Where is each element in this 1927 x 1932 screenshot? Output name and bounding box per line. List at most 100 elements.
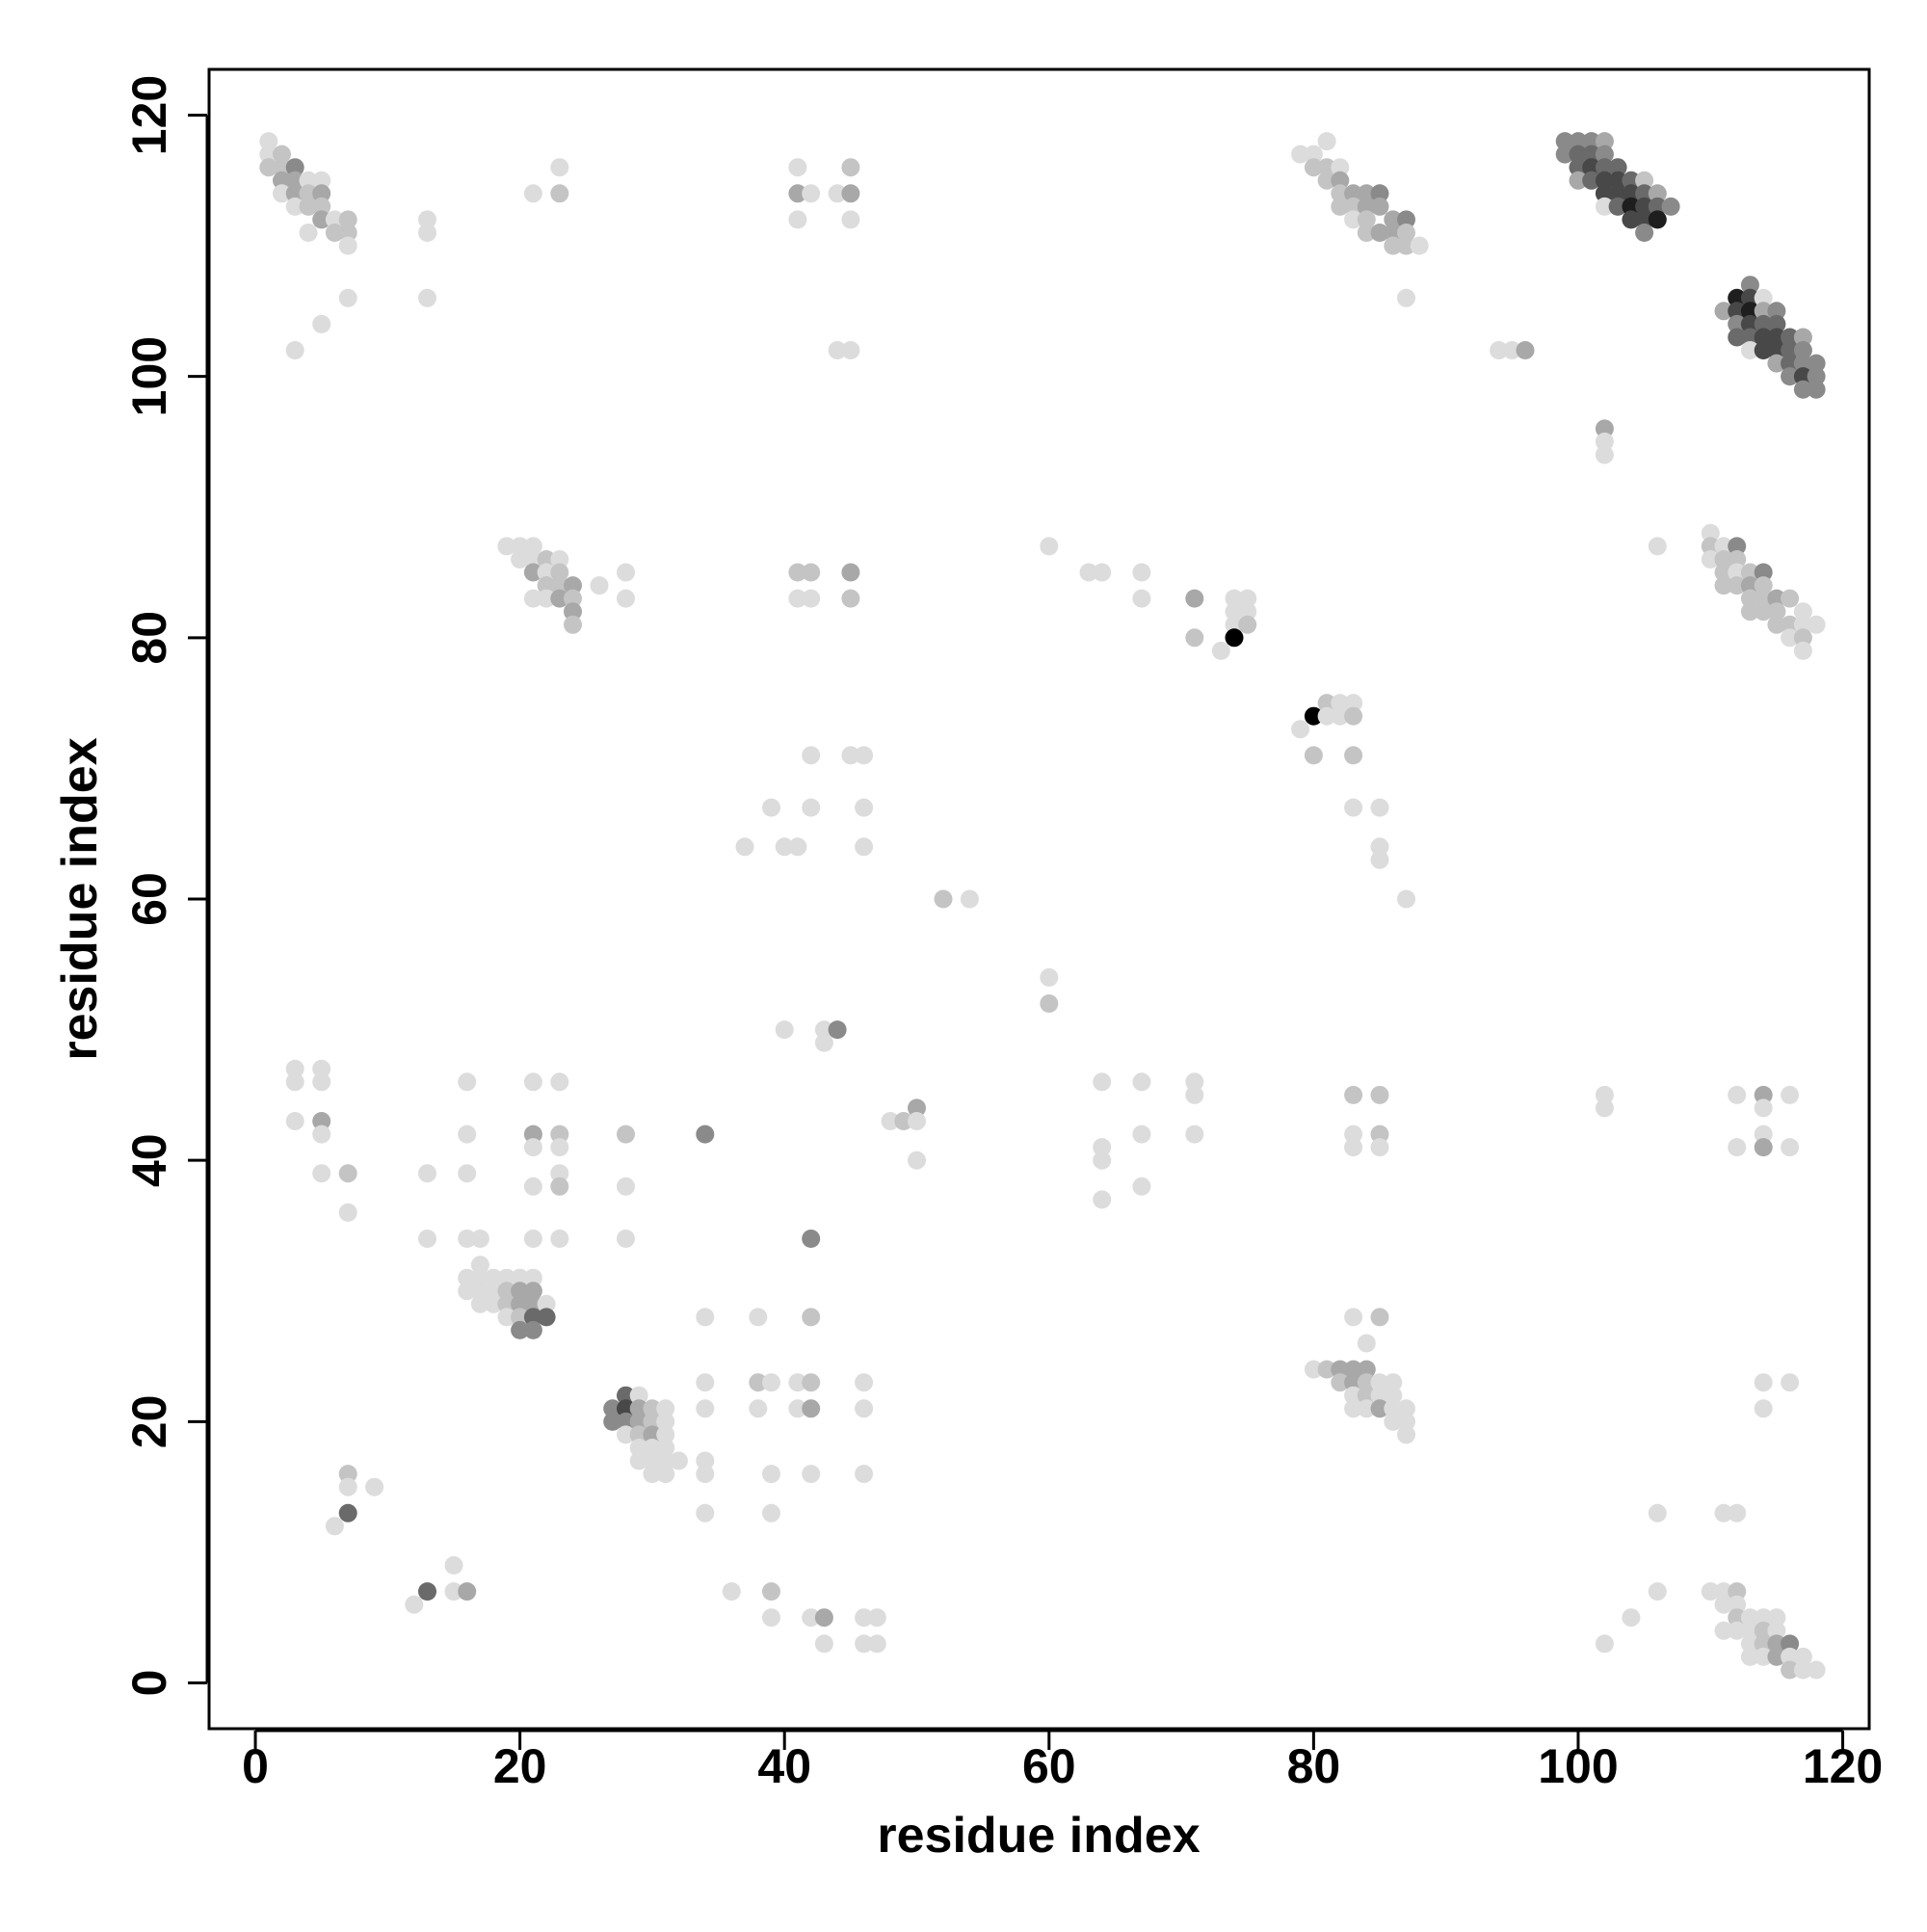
contact-point: [259, 145, 278, 164]
contact-point: [656, 1439, 675, 1457]
contact-point: [696, 1503, 715, 1522]
contact-point: [1622, 171, 1641, 190]
contact-point: [458, 1125, 477, 1144]
contact-point: [802, 746, 821, 765]
contact-point: [1781, 1085, 1800, 1104]
contact-point: [312, 171, 331, 190]
contact-point: [1728, 1503, 1747, 1522]
contact-point: [523, 1138, 542, 1157]
contact-point: [1767, 1621, 1786, 1640]
contact-point: [643, 1412, 662, 1431]
contact-point: [523, 184, 542, 203]
contact-point: [405, 1595, 424, 1614]
contact-point: [1701, 550, 1720, 569]
plot-frame: [207, 67, 1871, 1731]
contact-point: [841, 563, 860, 582]
contact-point: [1370, 1373, 1389, 1392]
contact-point: [802, 1308, 821, 1327]
contact-point: [273, 158, 291, 177]
contact-point: [1516, 341, 1535, 359]
contact-point: [802, 184, 821, 203]
contact-point: [1793, 354, 1812, 373]
contact-point: [1357, 1373, 1376, 1392]
contact-point: [656, 1451, 675, 1470]
contact-point: [1740, 1647, 1759, 1666]
contact-point: [1740, 314, 1759, 333]
contact-point: [299, 184, 318, 203]
contact-point: [537, 1308, 556, 1327]
contact-point: [617, 1425, 635, 1444]
contact-point: [285, 171, 304, 190]
contact-point: [1238, 615, 1257, 634]
contact-point: [1185, 589, 1204, 608]
contact-point: [617, 1177, 635, 1196]
contact-point: [1344, 1386, 1363, 1405]
contact-point: [537, 563, 556, 582]
contact-point: [1714, 302, 1733, 321]
contact-point: [1767, 615, 1786, 634]
contact-point: [1040, 967, 1059, 987]
contact-point: [1767, 1608, 1786, 1628]
contact-point: [1225, 589, 1244, 608]
contact-point: [1569, 171, 1588, 190]
contact-point: [1555, 145, 1574, 164]
contact-point: [749, 1308, 768, 1327]
contact-point: [1595, 1634, 1614, 1654]
contact-point: [285, 197, 304, 216]
contact-point: [458, 1230, 477, 1248]
contact-point: [312, 184, 331, 203]
contact-point: [603, 1399, 622, 1418]
contact-point: [523, 1072, 542, 1092]
contact-point: [1370, 197, 1389, 216]
contact-point: [325, 210, 344, 229]
contact-point: [1793, 341, 1812, 359]
contact-point: [1767, 1634, 1786, 1654]
contact-point: [617, 1399, 635, 1418]
contact-point: [1344, 1308, 1363, 1327]
contact-point: [788, 837, 807, 857]
contact-point: [828, 184, 847, 203]
contact-point: [1781, 1373, 1800, 1392]
contact-point: [550, 1177, 569, 1196]
contact-point: [1793, 628, 1812, 648]
contact-point: [1754, 288, 1773, 307]
contact-point: [259, 132, 278, 151]
contact-point: [617, 589, 635, 608]
contact-point: [855, 1465, 874, 1484]
contact-point: [1093, 1190, 1112, 1209]
contact-point: [775, 837, 794, 857]
contact-point: [1728, 328, 1747, 347]
contact-point: [841, 184, 860, 203]
contact-point: [643, 1451, 662, 1470]
contact-point: [1754, 1399, 1773, 1418]
contact-point: [1754, 328, 1773, 347]
contact-point: [1807, 380, 1826, 399]
contact-point: [1767, 314, 1786, 333]
contact-point: [1502, 341, 1521, 359]
contact-point: [1185, 1085, 1204, 1104]
contact-point: [855, 1373, 874, 1392]
contact-point: [470, 1256, 489, 1275]
contact-point: [1370, 1085, 1389, 1104]
contact-point: [1714, 563, 1733, 582]
contact-point: [1793, 380, 1812, 399]
contact-point: [285, 184, 304, 203]
contact-point: [1728, 537, 1747, 556]
contact-point: [523, 1177, 542, 1196]
contact-point: [1793, 367, 1812, 386]
contact-point: [656, 1425, 675, 1444]
contact-point: [828, 341, 847, 359]
contact-point: [1754, 302, 1773, 321]
contact-point: [1370, 837, 1389, 857]
contact-point: [1397, 224, 1415, 242]
contact-point: [418, 224, 436, 242]
contact-point: [1344, 210, 1363, 229]
contact-point: [1807, 615, 1826, 634]
contact-point: [629, 1399, 648, 1418]
contact-point: [1211, 641, 1230, 660]
contact-point: [1754, 589, 1773, 608]
contact-point: [550, 589, 569, 608]
contact-point: [1357, 184, 1376, 203]
contact-point: [523, 1125, 542, 1144]
